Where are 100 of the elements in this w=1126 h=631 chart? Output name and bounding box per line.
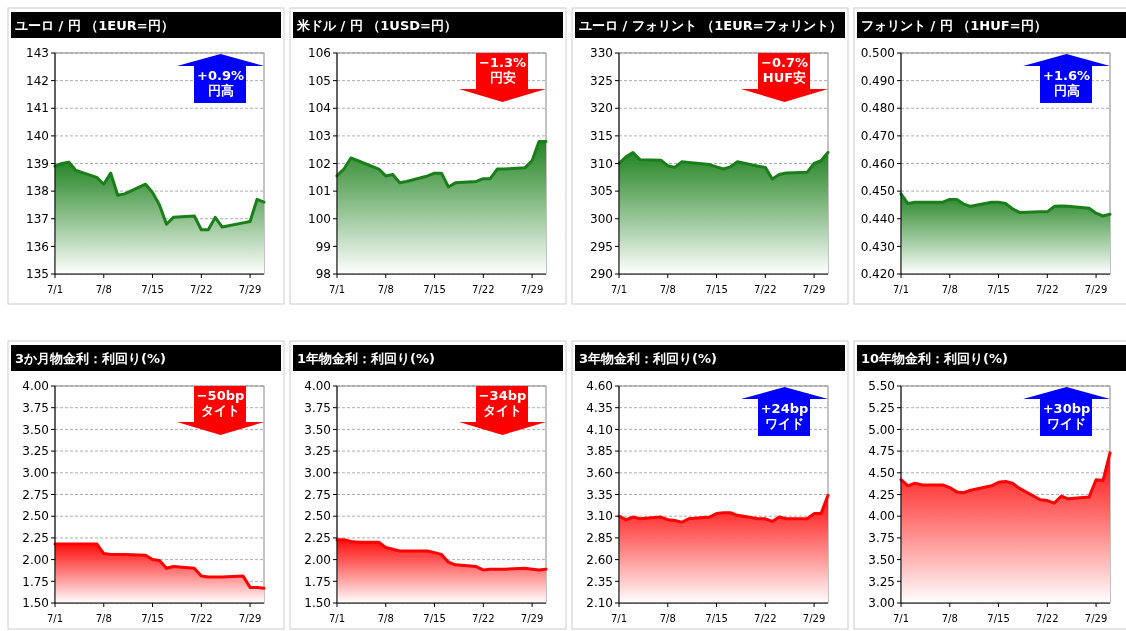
y-tick-label: 0.490: [860, 73, 895, 88]
annotation: HUF安: [762, 70, 807, 85]
annotation: +1.6%: [1043, 68, 1090, 83]
y-tick-label: 3.35: [586, 487, 613, 502]
x-tick-label: 7/15: [705, 284, 728, 295]
y-tick-label: 290: [590, 267, 613, 282]
y-tick-label: 2.50: [22, 509, 49, 524]
y-tick-label: 1.75: [304, 574, 331, 589]
y-tick-label: 137: [26, 211, 49, 226]
annotation: ワイド: [765, 416, 804, 431]
x-tick-label: 7/15: [987, 284, 1010, 295]
y-tick-label: 3.75: [22, 400, 49, 415]
chart-title: 10年物金利：利回り(%): [861, 351, 1008, 366]
y-tick-label: 135: [26, 267, 49, 282]
x-tick-label: 7/1: [46, 284, 64, 295]
y-tick-label: 100: [308, 211, 331, 226]
x-tick-label: 7/22: [190, 284, 213, 295]
y-tick-label: 5.25: [868, 400, 895, 415]
annotation: +0.9%: [197, 68, 244, 83]
x-tick-label: 7/1: [46, 613, 64, 624]
annotation: 円安: [489, 70, 516, 85]
y-tick-label: 2.00: [304, 552, 331, 567]
y-tick-label: 4.25: [868, 487, 895, 502]
y-tick-label: 3.50: [868, 552, 895, 567]
x-tick-label: 7/22: [1036, 284, 1059, 295]
x-tick-label: 7/15: [705, 613, 728, 624]
annotation: ワイド: [1047, 416, 1086, 431]
y-tick-label: 1.50: [304, 596, 331, 611]
x-tick-label: 7/8: [95, 284, 112, 295]
y-tick-label: 105: [308, 73, 331, 88]
y-tick-label: 4.60: [586, 379, 613, 394]
annotation: +30bp: [1042, 401, 1091, 416]
annotation: 円高: [1053, 83, 1080, 98]
y-tick-label: 3.10: [586, 509, 613, 524]
y-tick-label: 2.35: [586, 574, 613, 589]
y-tick-label: 2.75: [304, 487, 331, 502]
annotation: −1.3%: [479, 55, 526, 70]
y-tick-label: 138: [26, 184, 49, 199]
y-tick-label: 0.450: [860, 184, 895, 199]
y-tick-label: 3.60: [586, 466, 613, 480]
y-tick-label: 3.50: [22, 422, 49, 437]
y-tick-label: 2.75: [22, 487, 49, 502]
y-tick-label: 0.470: [860, 129, 895, 144]
y-tick-label: 3.25: [304, 444, 331, 459]
y-tick-label: 4.00: [304, 379, 331, 394]
y-tick-label: 3.85: [586, 444, 613, 459]
y-tick-label: 315: [590, 129, 613, 144]
x-tick-label: 7/8: [659, 284, 676, 295]
y-tick-label: 2.25: [304, 531, 331, 546]
x-tick-label: 7/29: [802, 284, 826, 295]
y-tick-label: 4.00: [22, 379, 49, 394]
x-tick-label: 7/22: [472, 613, 495, 624]
y-tick-label: 4.00: [868, 509, 895, 524]
y-tick-label: 3.00: [868, 596, 895, 611]
annotation: −34bp: [478, 388, 527, 403]
y-tick-label: 3.75: [304, 400, 331, 415]
y-tick-label: 2.60: [586, 552, 613, 567]
chart-title: 3か月物金利：利回り(%): [15, 351, 166, 366]
chart-title: ユーロ / フォリント （1EUR=フォリント）: [579, 18, 842, 33]
y-tick-label: 310: [590, 156, 613, 171]
x-tick-label: 7/8: [95, 613, 112, 624]
y-tick-label: 320: [590, 101, 613, 116]
y-tick-label: 1.75: [22, 574, 49, 589]
y-tick-label: 0.460: [860, 156, 895, 171]
x-tick-label: 7/29: [1084, 284, 1108, 295]
y-tick-label: 3.25: [868, 574, 895, 589]
y-tick-label: 101: [308, 184, 331, 199]
x-tick-label: 7/29: [802, 613, 826, 624]
y-tick-label: 2.85: [586, 531, 613, 546]
annotation: タイト: [201, 403, 240, 418]
x-tick-label: 7/8: [377, 613, 394, 624]
y-tick-label: 2.50: [304, 509, 331, 524]
y-tick-label: 0.420: [860, 267, 895, 282]
annotation: タイト: [483, 403, 522, 418]
chart-title: 1年物金利：利回り(%): [297, 351, 435, 366]
x-tick-label: 7/15: [141, 613, 164, 624]
y-tick-label: 3.00: [304, 466, 331, 480]
y-tick-label: 3.50: [304, 422, 331, 437]
y-tick-label: 330: [590, 46, 613, 61]
y-tick-label: 300: [590, 211, 613, 226]
x-tick-label: 7/1: [892, 284, 910, 295]
x-tick-label: 7/15: [141, 284, 164, 295]
x-tick-label: 7/22: [472, 284, 495, 295]
y-tick-label: 139: [26, 156, 49, 171]
y-tick-label: 106: [308, 46, 331, 61]
x-tick-label: 7/8: [941, 284, 958, 295]
x-tick-label: 7/1: [328, 284, 346, 295]
y-tick-label: 2.00: [22, 552, 49, 567]
annotation: 円高: [207, 83, 234, 98]
y-tick-label: 3.00: [22, 466, 49, 480]
y-tick-label: 0.500: [860, 46, 895, 61]
x-tick-label: 7/8: [941, 613, 958, 624]
y-tick-label: 4.75: [868, 444, 895, 459]
y-tick-label: 5.50: [868, 379, 895, 394]
y-tick-label: 4.50: [868, 466, 895, 480]
y-tick-label: 3.75: [868, 531, 895, 546]
y-tick-label: 2.10: [586, 596, 613, 611]
y-tick-label: 295: [590, 239, 613, 254]
y-tick-label: 103: [308, 129, 331, 144]
x-tick-label: 7/29: [520, 613, 544, 624]
